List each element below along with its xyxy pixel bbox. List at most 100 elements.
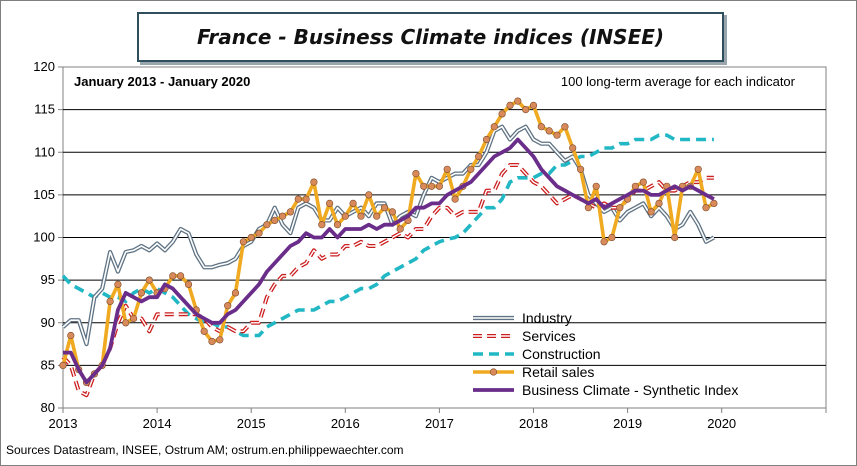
data-point [631,182,640,190]
legend-marker [489,368,498,376]
y-tick-label: 95 [41,272,55,287]
series-line [63,137,715,385]
legend: Industry Services Construction Retail sales… [473,310,738,398]
data-point [279,212,287,220]
data-point [380,204,389,212]
series-services [61,163,714,398]
data-point [286,208,295,216]
x-tick-label: 2013 [49,416,78,431]
data-point [545,127,553,135]
data-point [475,152,483,161]
y-tick-label: 115 [34,102,55,117]
data-point [357,212,365,220]
data-point [490,123,498,131]
series-line-inner [62,125,715,345]
data-point [130,314,138,323]
x-tick-label: 2020 [707,416,736,431]
y-tick-label: 90 [41,315,55,330]
data-point [59,361,67,370]
series-line-outer [61,124,715,347]
data-point [373,212,381,220]
data-point [655,199,663,207]
series-industry [61,124,715,347]
y-tick-label: 105 [33,187,55,202]
chart-title: France - Business Climate indices (INSEE… [196,25,665,49]
series-line-inner [62,164,714,396]
data-point [216,336,224,344]
data-point [522,105,530,114]
data-point [177,272,185,280]
data-point [443,165,451,173]
y-tick-label: 120 [33,59,55,74]
data-point [537,123,545,131]
x-tick-label: 2014 [143,416,172,431]
data-point [435,182,444,190]
data-point [263,221,271,229]
series-construction [61,133,714,338]
data-point [239,238,247,246]
data-point [208,337,216,346]
data-point [514,97,522,105]
data-point [592,182,600,190]
average-note: 100 long-term average for each indicator [561,74,796,89]
x-tick-label: 2016 [331,416,360,431]
data-point [247,233,255,242]
data-point [145,276,153,284]
period-annotation: January 2013 - January 2020 [74,74,250,89]
series-line [61,133,714,338]
data-point [310,178,318,186]
data-point [333,221,342,229]
data-point [184,280,193,289]
data-point [114,280,122,289]
data-point [428,182,436,190]
legend-label: Retail sales [522,364,594,380]
y-tick-label: 85 [41,357,55,372]
data-point [169,272,177,280]
legend-label: Business Climate - Synthetic Index [522,382,738,398]
data-point [341,212,349,220]
data-point [396,225,404,233]
data-point [294,195,302,203]
legend-item-retail-sales: Retail sales [473,364,594,380]
data-point [467,165,475,173]
legend-label: Industry [522,310,572,326]
data-point [388,208,397,216]
data-point [608,233,616,242]
gridlines [62,66,827,409]
legend-item-industry: Industry [473,310,572,326]
data-point [671,233,679,242]
data-point [349,199,357,207]
data-point [600,238,608,246]
x-tick-label: 2019 [613,416,642,431]
data-point [616,204,624,212]
data-point [318,221,326,229]
data-point [271,216,279,224]
data-point [529,101,538,109]
data-point [420,182,428,190]
data-point [482,135,491,144]
x-tick-label: 2017 [425,416,454,431]
legend-item-business-climate-synthetic-index: Business Climate - Synthetic Index [473,382,738,398]
legend-item-services: Services [473,328,576,344]
data-point [412,170,420,178]
data-point [639,178,647,186]
data-point [224,302,232,310]
x-tick-label: 2018 [519,416,548,431]
y-tick-label: 110 [34,144,55,159]
data-point [702,204,710,212]
data-point [710,199,718,207]
data-point [561,123,569,131]
data-point [694,165,702,173]
data-point [365,191,373,199]
title-box: France - Business Climate indices (INSEE… [137,12,724,62]
data-point [498,110,506,118]
legend-label: Construction [522,346,601,362]
source-note: Sources Datastream, INSEE, Ostrum AM; os… [6,443,404,457]
data-point [255,229,263,237]
y-tick-label: 80 [41,400,55,415]
data-point [231,289,240,297]
legend-label: Services [522,328,576,344]
y-tick-label: 100 [33,230,55,245]
